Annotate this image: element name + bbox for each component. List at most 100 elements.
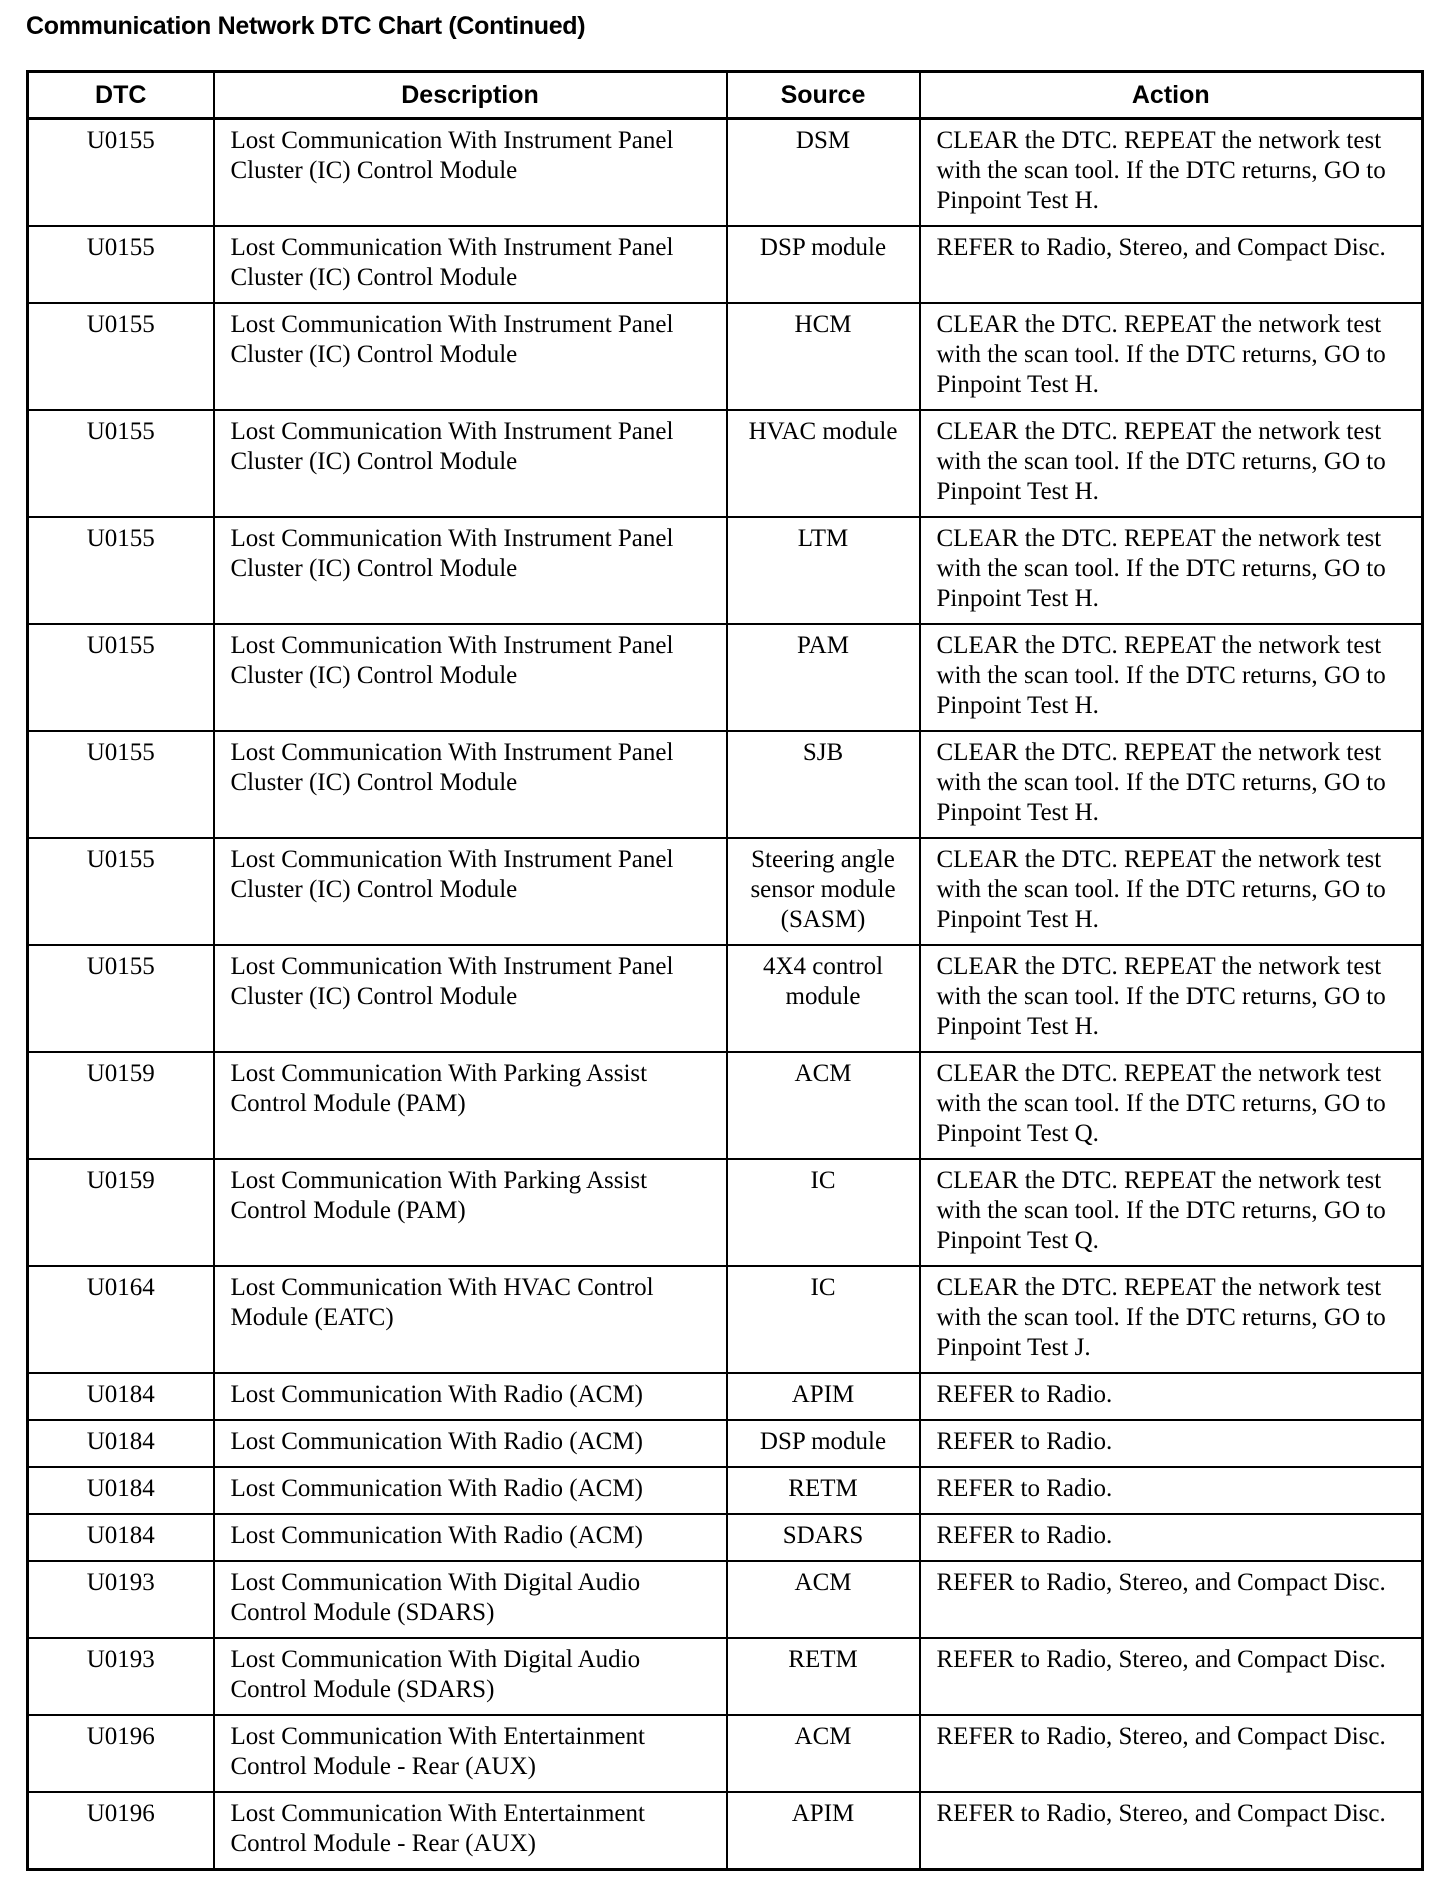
description-cell: Lost Communication With Digital Audio Co… — [212, 1560, 728, 1639]
description-cell: Lost Communication With Parking Assist C… — [212, 1158, 728, 1267]
action-cell: REFER to Radio, Stereo, and Compact Disc… — [918, 1714, 1424, 1793]
table-row: U0196 Lost Communication With Entertainme… — [26, 1791, 1424, 1871]
table-row: U0184 Lost Communication With Radio (ACM)… — [26, 1372, 1424, 1421]
action-cell: CLEAR the DTC. REPEAT the network test w… — [918, 117, 1424, 227]
table-row: U0155 Lost Communication With Instrument … — [26, 944, 1424, 1053]
description-cell: Lost Communication With Entertainment Co… — [212, 1714, 728, 1793]
header-action: Action — [918, 70, 1424, 120]
description-cell: Lost Communication With Instrument Panel… — [212, 944, 728, 1053]
table-body: U0155 Lost Communication With Instrument … — [26, 117, 1424, 1871]
table-row: U0184 Lost Communication With Radio (ACM)… — [26, 1466, 1424, 1515]
source-cell: SDARS — [725, 1513, 921, 1562]
source-cell: Steering angle sensor module (SASM) — [725, 837, 921, 946]
dtc-cell: U0184 — [26, 1466, 215, 1515]
action-cell: REFER to Radio, Stereo, and Compact Disc… — [918, 225, 1424, 304]
table-row: U0159 Lost Communication With Parking Ass… — [26, 1158, 1424, 1267]
table-row: U0155 Lost Communication With Instrument … — [26, 837, 1424, 946]
source-cell: PAM — [725, 623, 921, 732]
dtc-cell: U0155 — [26, 623, 215, 732]
action-cell: CLEAR the DTC. REPEAT the network test w… — [918, 302, 1424, 411]
table-header-row: DTC Description Source Action — [26, 70, 1424, 120]
action-cell: REFER to Radio. — [918, 1419, 1424, 1468]
source-cell: IC — [725, 1158, 921, 1267]
source-cell: APIM — [725, 1372, 921, 1421]
header-description: Description — [212, 70, 728, 120]
table-row: U0155 Lost Communication With Instrument … — [26, 225, 1424, 304]
description-cell: Lost Communication With Instrument Panel… — [212, 623, 728, 732]
description-cell: Lost Communication With Radio (ACM) — [212, 1419, 728, 1468]
source-cell: LTM — [725, 516, 921, 625]
source-cell: IC — [725, 1265, 921, 1374]
table-row: U0184 Lost Communication With Radio (ACM)… — [26, 1419, 1424, 1468]
dtc-cell: U0155 — [26, 225, 215, 304]
table-row: U0155 Lost Communication With Instrument … — [26, 516, 1424, 625]
dtc-cell: U0193 — [26, 1637, 215, 1716]
dtc-cell: U0155 — [26, 302, 215, 411]
table-row: U0155 Lost Communication With Instrument … — [26, 117, 1424, 227]
dtc-table: DTC Description Source Action U0155 Lost … — [26, 70, 1424, 1871]
action-cell: CLEAR the DTC. REPEAT the network test w… — [918, 1158, 1424, 1267]
source-cell: ACM — [725, 1714, 921, 1793]
description-cell: Lost Communication With Radio (ACM) — [212, 1513, 728, 1562]
description-cell: Lost Communication With Parking Assist C… — [212, 1051, 728, 1160]
action-cell: REFER to Radio. — [918, 1372, 1424, 1421]
description-cell: Lost Communication With Entertainment Co… — [212, 1791, 728, 1871]
source-cell: ACM — [725, 1051, 921, 1160]
dtc-cell: U0164 — [26, 1265, 215, 1374]
table-row: U0184 Lost Communication With Radio (ACM)… — [26, 1513, 1424, 1562]
action-cell: CLEAR the DTC. REPEAT the network test w… — [918, 944, 1424, 1053]
table-row: U0155 Lost Communication With Instrument … — [26, 730, 1424, 839]
dtc-cell: U0159 — [26, 1051, 215, 1160]
source-cell: HCM — [725, 302, 921, 411]
table-row: U0193 Lost Communication With Digital Aud… — [26, 1560, 1424, 1639]
description-cell: Lost Communication With Instrument Panel… — [212, 302, 728, 411]
page-title: Communication Network DTC Chart (Continu… — [26, 12, 586, 40]
source-cell: ACM — [725, 1560, 921, 1639]
source-cell: HVAC module — [725, 409, 921, 518]
action-cell: REFER to Radio. — [918, 1513, 1424, 1562]
table-row: U0193 Lost Communication With Digital Aud… — [26, 1637, 1424, 1716]
source-cell: RETM — [725, 1637, 921, 1716]
action-cell: REFER to Radio, Stereo, and Compact Disc… — [918, 1637, 1424, 1716]
description-cell: Lost Communication With Instrument Panel… — [212, 730, 728, 839]
description-cell: Lost Communication With Radio (ACM) — [212, 1466, 728, 1515]
dtc-cell: U0196 — [26, 1714, 215, 1793]
table-row: U0159 Lost Communication With Parking Ass… — [26, 1051, 1424, 1160]
source-cell: SJB — [725, 730, 921, 839]
description-cell: Lost Communication With Radio (ACM) — [212, 1372, 728, 1421]
table-row: U0164 Lost Communication With HVAC Contro… — [26, 1265, 1424, 1374]
action-cell: REFER to Radio. — [918, 1466, 1424, 1515]
action-cell: CLEAR the DTC. REPEAT the network test w… — [918, 1265, 1424, 1374]
action-cell: REFER to Radio, Stereo, and Compact Disc… — [918, 1791, 1424, 1871]
description-cell: Lost Communication With Instrument Panel… — [212, 516, 728, 625]
dtc-cell: U0184 — [26, 1372, 215, 1421]
action-cell: CLEAR the DTC. REPEAT the network test w… — [918, 837, 1424, 946]
dtc-cell: U0196 — [26, 1791, 215, 1871]
description-cell: Lost Communication With Instrument Panel… — [212, 837, 728, 946]
table-row: U0155 Lost Communication With Instrument … — [26, 302, 1424, 411]
source-cell: DSP module — [725, 1419, 921, 1468]
dtc-cell: U0184 — [26, 1419, 215, 1468]
dtc-cell: U0155 — [26, 409, 215, 518]
header-source: Source — [725, 70, 921, 120]
dtc-cell: U0184 — [26, 1513, 215, 1562]
table-row: U0155 Lost Communication With Instrument … — [26, 409, 1424, 518]
action-cell: CLEAR the DTC. REPEAT the network test w… — [918, 409, 1424, 518]
source-cell: 4X4 control module — [725, 944, 921, 1053]
action-cell: CLEAR the DTC. REPEAT the network test w… — [918, 516, 1424, 625]
description-cell: Lost Communication With HVAC Control Mod… — [212, 1265, 728, 1374]
source-cell: APIM — [725, 1791, 921, 1871]
dtc-cell: U0155 — [26, 944, 215, 1053]
dtc-cell: U0159 — [26, 1158, 215, 1267]
description-cell: Lost Communication With Instrument Panel… — [212, 409, 728, 518]
source-cell: RETM — [725, 1466, 921, 1515]
source-cell: DSM — [725, 117, 921, 227]
dtc-cell: U0155 — [26, 117, 215, 227]
dtc-cell: U0155 — [26, 730, 215, 839]
description-cell: Lost Communication With Instrument Panel… — [212, 225, 728, 304]
dtc-cell: U0193 — [26, 1560, 215, 1639]
action-cell: CLEAR the DTC. REPEAT the network test w… — [918, 730, 1424, 839]
dtc-cell: U0155 — [26, 516, 215, 625]
table-row: U0155 Lost Communication With Instrument … — [26, 623, 1424, 732]
action-cell: CLEAR the DTC. REPEAT the network test w… — [918, 1051, 1424, 1160]
